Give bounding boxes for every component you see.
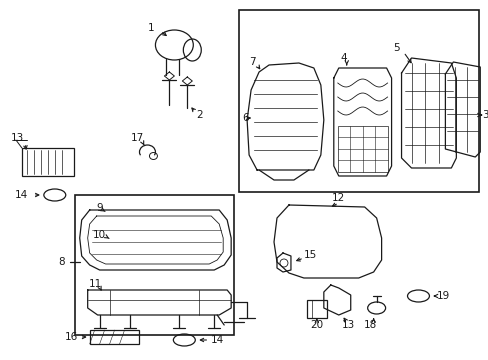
Text: 19: 19 [436, 291, 449, 301]
Text: 10: 10 [93, 230, 106, 240]
Text: 18: 18 [363, 320, 377, 330]
Text: 5: 5 [392, 43, 399, 53]
Text: 13: 13 [11, 133, 24, 143]
Text: 3: 3 [481, 110, 488, 120]
Text: 4: 4 [340, 53, 346, 63]
Text: 15: 15 [304, 250, 317, 260]
Text: 9: 9 [96, 203, 103, 213]
Text: 1: 1 [148, 23, 154, 33]
Text: 6: 6 [241, 113, 248, 123]
Text: 16: 16 [65, 332, 78, 342]
Text: 13: 13 [342, 320, 355, 330]
Text: 7: 7 [248, 57, 255, 67]
Bar [89, 330, 139, 344]
Bar [337, 126, 387, 172]
Wedge shape [140, 152, 154, 160]
Text: 8: 8 [59, 257, 65, 267]
Text: 17: 17 [131, 133, 144, 143]
Text: 14: 14 [15, 190, 28, 200]
Text: 20: 20 [310, 320, 323, 330]
Text: 2: 2 [196, 110, 202, 120]
Text: 12: 12 [331, 193, 345, 203]
Text: 14: 14 [210, 335, 224, 345]
Bar [239, 10, 478, 192]
Bar [75, 195, 234, 335]
Text: 11: 11 [89, 279, 102, 289]
Bar [306, 300, 326, 318]
Bar [22, 148, 74, 176]
